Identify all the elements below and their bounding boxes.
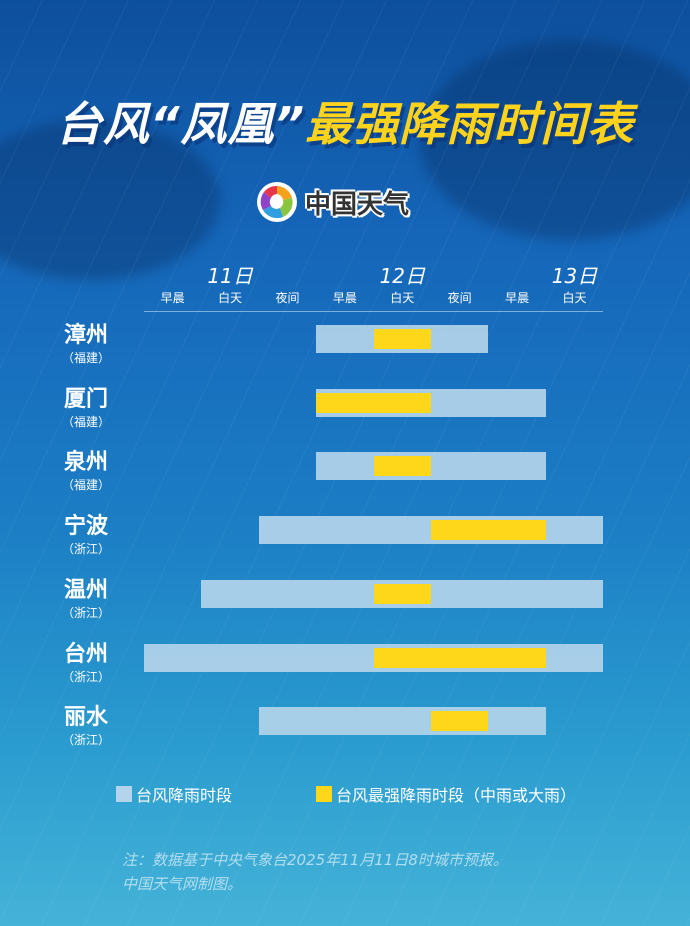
heaviest-rain-bar [373, 583, 431, 604]
city-name: 丽水 [63, 705, 108, 731]
city-label: 漳州 （福建） [58, 323, 114, 366]
day-tick-label: 13日 [551, 264, 598, 288]
city-name: 温州 [63, 577, 108, 603]
axis-line [144, 311, 603, 312]
heaviest-rain-bar [316, 392, 431, 413]
city-label: 宁波 （浙江） [58, 514, 114, 557]
period-tick-label: 早晨 [160, 291, 185, 305]
period-tick-label: 早晨 [332, 291, 357, 305]
palm-silhouette [420, 40, 690, 240]
province-name: （福建） [61, 351, 110, 365]
city-name: 厦门 [63, 386, 108, 412]
city-label: 台州 （浙江） [58, 642, 114, 685]
page-title: 台风“凤凰”最强降雨时间表 [0, 88, 690, 154]
province-name: （福建） [61, 478, 110, 493]
period-tick-label: 白天 [562, 291, 587, 305]
heaviest-rain-bar [431, 520, 546, 541]
weather-logo-icon [257, 182, 297, 222]
city-label: 泉州 （福建） [58, 450, 114, 493]
period-tick-label: 夜间 [275, 291, 300, 305]
rain-period-bar [258, 707, 546, 736]
palm-silhouette [0, 120, 220, 280]
heaviest-rain-bar [373, 647, 546, 668]
heaviest-rain-bar [431, 711, 489, 732]
province-name: （浙江） [61, 542, 110, 557]
day-tick-label: 12日 [379, 264, 426, 288]
legend-swatch-heaviest [316, 786, 332, 802]
note-line-2: 中国天气网制图。 [122, 875, 243, 893]
period-tick-label: 白天 [218, 291, 243, 305]
heaviest-rain-bar [373, 329, 431, 349]
legend-rain: 台风降雨时段 [116, 782, 232, 806]
heaviest-rain-bar [373, 456, 431, 477]
legend-heaviest: 台风最强降雨时段（中雨或大雨） [316, 782, 576, 806]
legend-label: 台风降雨时段 [136, 786, 233, 805]
city-label: 温州 （浙江） [58, 578, 114, 621]
province-name: （浙江） [61, 733, 110, 748]
logo: 中国天气 [255, 180, 409, 224]
note-line-1: 注：数据基于中央气象台2025年11月11日8时城市预报。 [122, 851, 508, 869]
province-name: （浙江） [61, 605, 110, 620]
city-label: 厦门 （福建） [58, 387, 114, 430]
city-name: 泉州 [63, 450, 108, 476]
city-label: 丽水 （浙江） [58, 705, 114, 748]
day-tick-label: 11日 [207, 264, 253, 288]
period-tick-label: 早晨 [505, 291, 530, 305]
rain-period-bar [316, 452, 546, 481]
province-name: （浙江） [61, 669, 110, 684]
logo-text: 中国天气 [305, 189, 410, 220]
province-name: （福建） [61, 414, 110, 429]
period-tick-label: 夜间 [447, 291, 472, 305]
legend-label: 台风最强降雨时段（中雨或大雨） [336, 786, 577, 805]
period-tick-label: 白天 [390, 291, 415, 305]
legend-swatch-rain [116, 786, 132, 802]
footnote: 注：数据基于中央气象台2025年11月11日8时城市预报。 中国天气网制图。 [122, 848, 508, 896]
city-name: 宁波 [63, 514, 108, 540]
city-name: 台州 [63, 641, 108, 667]
city-name: 漳州 [63, 323, 108, 348]
title-white: 台风“凤凰” [55, 97, 306, 151]
title-yellow: 最强降雨时间表 [305, 97, 635, 151]
